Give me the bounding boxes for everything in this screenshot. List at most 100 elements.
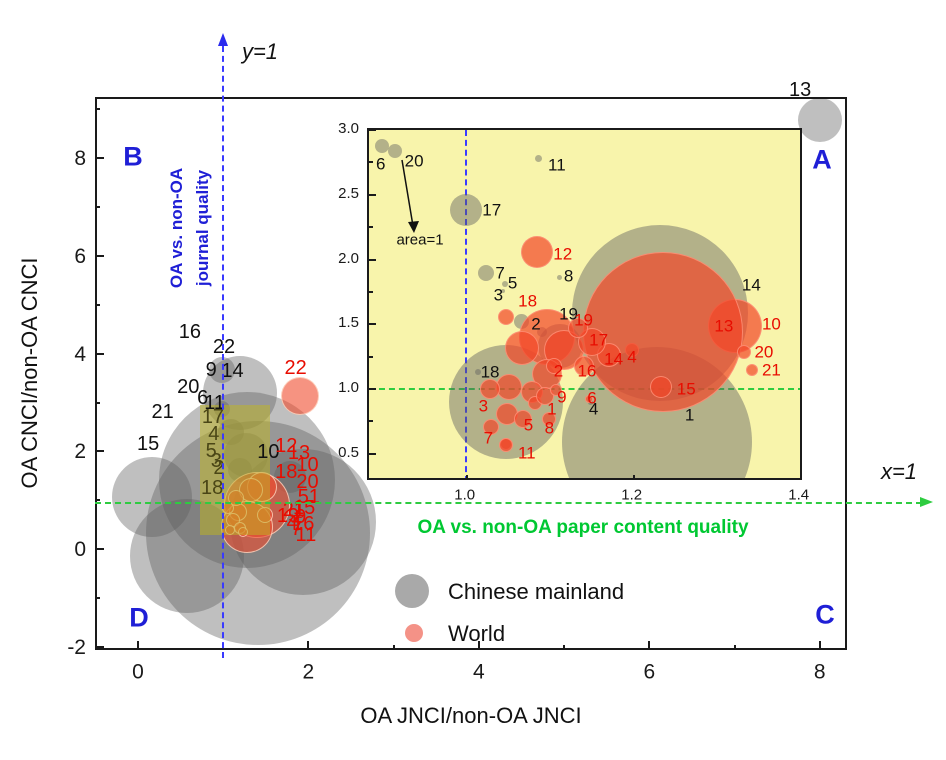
inset-red-label-21: 21 <box>761 360 781 380</box>
inset-black-label-14: 14 <box>741 275 761 295</box>
inset-red-label-1: 1 <box>547 399 557 419</box>
main-red-label-11: 11 <box>295 523 317 546</box>
inset-red-label-4: 4 <box>627 347 637 367</box>
inset-x-ticklabel-1.4: 1.4 <box>788 486 810 504</box>
inset-y-tick <box>369 388 376 391</box>
y-axis-ticklabel-0: 0 <box>74 538 86 562</box>
y-axis-tick <box>95 450 104 453</box>
quadrant-label-a: A <box>812 144 832 175</box>
inset-red-bubble-9 <box>550 384 563 397</box>
inset-red-label-17: 17 <box>589 330 609 350</box>
main-red-label-21: 21 <box>282 499 306 522</box>
quadrant-label-c: C <box>815 599 835 630</box>
inset-y-minor-tick <box>369 290 373 293</box>
inset-y-minor-tick <box>369 355 373 358</box>
main-black-label-15: 15 <box>137 433 160 456</box>
inset-red-bubble-2 <box>545 357 562 374</box>
main-black-label-14: 14 <box>221 360 244 383</box>
inset-red-label-15: 15 <box>676 379 696 399</box>
main-red-label-10: 10 <box>296 454 319 477</box>
inset-y-tick <box>369 193 376 196</box>
y-axis-ticklabel-4: 4 <box>74 342 86 366</box>
inset-black-label-4: 4 <box>588 399 599 419</box>
inset-y-minor-tick <box>369 161 373 164</box>
inset-gray-bubble-7 <box>477 264 494 281</box>
inset-y-tick <box>369 452 376 455</box>
up-arrow-icon <box>218 33 228 46</box>
inset-red-bubble-3 <box>480 379 501 400</box>
area-annotation-arrow-icon <box>401 159 419 233</box>
y-equals-1-label: y=1 <box>241 39 279 64</box>
inset-gray-bubble-8 <box>556 275 562 281</box>
inset-y-minor-tick <box>369 420 373 423</box>
x-equals-1-label: x=1 <box>880 459 918 484</box>
inset-red-label-9: 9 <box>557 387 567 407</box>
inset-red-extra-bubble <box>496 373 523 400</box>
y-axis-minor-tick <box>95 206 100 208</box>
inset-y-tick <box>369 323 376 326</box>
inset-black-label-3: 3 <box>493 285 504 305</box>
inset-x-equals-1-line <box>369 388 800 390</box>
inset-y-ticklabel-3.0: 3.0 <box>338 120 359 137</box>
main-muted-label-18: 18 <box>200 477 224 500</box>
inset-gray-bubble-17 <box>449 194 482 227</box>
main-black-label-10: 10 <box>257 440 280 463</box>
inset-red-label-14: 14 <box>604 349 624 369</box>
x-axis-tick <box>648 641 651 650</box>
inset-red-bubble-20 <box>736 344 751 359</box>
main-muted-label-4: 4 <box>208 422 220 445</box>
main-red-label-4: 4 <box>286 511 298 534</box>
inset-red-bubble-7 <box>482 418 499 435</box>
inset-black-label-2: 2 <box>531 314 541 334</box>
legend-world-label: World <box>448 621 506 646</box>
main-black-label-13: 13 <box>789 79 812 102</box>
inset-gray-bubble-11 <box>534 155 542 162</box>
legend-world-swatch <box>405 624 423 642</box>
inset-y-ticklabel-1.5: 1.5 <box>338 314 359 332</box>
inset-red-label-2: 2 <box>553 361 564 381</box>
journal-quality-caption-line2: journal quality <box>193 169 212 287</box>
main-red-label-20: 20 <box>296 471 319 494</box>
y-axis-minor-tick <box>95 499 100 502</box>
x-axis-ticklabel-0: 0 <box>132 660 144 684</box>
main-muted-label-17: 17 <box>201 406 225 429</box>
main-red-label-5: 5 <box>297 485 309 508</box>
y-axis-tick <box>95 646 104 649</box>
main-black-label-16: 16 <box>178 321 202 344</box>
inset-x-ticklabel-1.2: 1.2 <box>621 486 643 504</box>
y-axis-minor-tick <box>95 108 100 111</box>
main-black-label-6: 6 <box>197 387 209 410</box>
inset-red-label-19: 19 <box>574 310 594 330</box>
x-axis-minor-tick <box>563 645 566 650</box>
inset-y-ticklabel-0.5: 0.5 <box>338 443 359 461</box>
x-axis-ticklabel-4: 4 <box>472 660 485 684</box>
inset-gray-bubble-18 <box>475 369 482 376</box>
inset-red-bubble-12 <box>520 235 553 268</box>
inset-black-label-11: 11 <box>548 155 566 175</box>
inset-x-minor-tick <box>382 478 384 480</box>
inset-y-ticklabel-1.0: 1.0 <box>338 379 359 397</box>
inset-red-bubble-18 <box>497 308 514 325</box>
main-black-label-20: 20 <box>177 375 200 398</box>
main-red-label-13: 13 <box>287 441 311 464</box>
main-black-label-11: 11 <box>204 392 226 415</box>
y-axis-tick <box>95 352 104 355</box>
quadrant-label-d: D <box>129 602 149 633</box>
y-axis-title: OA CNCI/non-OA CNCI <box>17 257 42 489</box>
main-gray-bubble <box>797 97 842 142</box>
inset-red-label-18: 18 <box>518 291 538 311</box>
main-red-label-16: 16 <box>292 513 315 536</box>
right-arrow-icon <box>920 497 933 507</box>
inset-plot-panel: area=1 1 2 3 4 5 6 7 8 11 14 17 18 19 20 1 2 3 4 5 6 7 8 9 10 11… <box>367 128 802 480</box>
main-gray-bubble <box>111 456 192 537</box>
inset-red-bubble-6 <box>585 395 594 404</box>
inset-red-label-3: 3 <box>478 396 489 416</box>
inset-red-extra-bubble <box>504 330 539 365</box>
inset-x-ticklabel-1.0: 1.0 <box>454 486 476 504</box>
x-axis-tick <box>307 641 310 650</box>
inset-y-ticklabel-2.0: 2.0 <box>338 249 359 267</box>
inset-y-minor-tick <box>369 226 373 229</box>
main-black-label-9: 9 <box>205 359 217 382</box>
inset-black-label-20: 20 <box>404 151 424 171</box>
y-axis-tick <box>95 254 104 257</box>
